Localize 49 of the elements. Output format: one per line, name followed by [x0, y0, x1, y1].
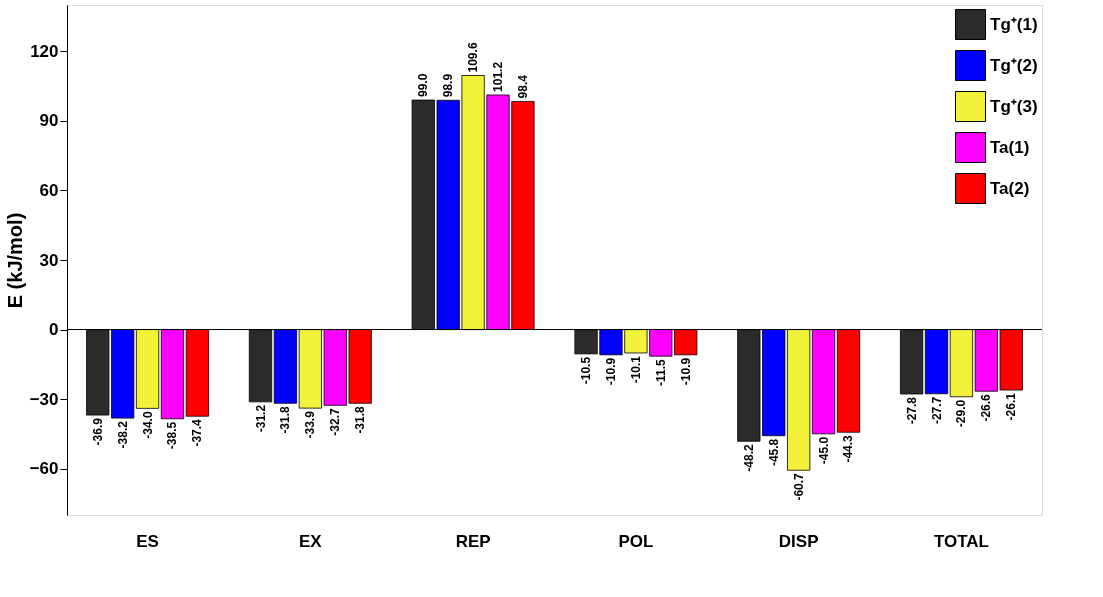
data-label: -11.5	[653, 358, 668, 386]
data-label: -33.9	[303, 410, 318, 439]
y-tick-label: 90	[39, 111, 59, 131]
y-tick-label: −60	[29, 459, 59, 479]
data-label: -36.9	[90, 417, 105, 446]
data-label: -38.2	[115, 420, 130, 449]
data-label: -10.9	[603, 357, 618, 386]
legend-label: Tg⁺(1)	[990, 14, 1038, 34]
x-tick-label: POL	[618, 531, 654, 551]
legend-label: Tg⁺(3)	[990, 96, 1038, 116]
data-label: -32.7	[328, 408, 343, 436]
data-label: -45.0	[816, 436, 831, 465]
x-tick-label: TOTAL	[933, 531, 989, 551]
data-label: 109.6	[466, 42, 481, 73]
data-label: 98.9	[441, 73, 456, 98]
y-tick-label: 30	[39, 250, 59, 270]
data-label: -60.7	[791, 472, 806, 501]
data-label: -48.2	[741, 443, 756, 472]
data-label: -27.8	[904, 396, 919, 425]
y-axis-title: E (kJ/mol)	[3, 212, 26, 309]
y-tick-label: 0	[49, 320, 59, 340]
data-label: -31.8	[278, 405, 293, 434]
data-label: 98.4	[515, 74, 530, 99]
data-label: 101.2	[491, 61, 506, 92]
data-label: -38.5	[165, 421, 180, 450]
y-tick-label: −30	[29, 389, 59, 409]
x-tick-label: DISP	[778, 531, 819, 551]
data-label: -31.2	[253, 404, 268, 433]
data-label: -34.0	[140, 411, 155, 439]
legend-label: Ta(1)	[990, 137, 1030, 157]
data-label: 99.0	[416, 73, 431, 98]
data-label: -37.4	[190, 418, 205, 447]
x-tick-label: REP	[455, 531, 491, 551]
y-tick-label: 60	[39, 180, 59, 200]
data-label: -10.9	[678, 357, 693, 386]
data-label: -45.8	[766, 438, 781, 467]
data-label: -10.1	[628, 355, 643, 384]
x-tick-label: ES	[136, 531, 159, 551]
data-label: -26.1	[1004, 392, 1019, 421]
legend-label: Tg⁺(2)	[990, 55, 1038, 75]
y-tick-label: 120	[30, 41, 59, 61]
legend-label: Ta(2)	[990, 178, 1030, 198]
x-tick-label: EX	[299, 531, 323, 551]
data-label: -31.8	[353, 405, 368, 434]
data-label: -27.7	[929, 396, 944, 425]
data-label: -26.6	[979, 393, 994, 422]
data-label: -29.0	[954, 399, 969, 428]
data-label: -10.5	[579, 356, 594, 385]
data-label: -44.3	[841, 434, 856, 463]
